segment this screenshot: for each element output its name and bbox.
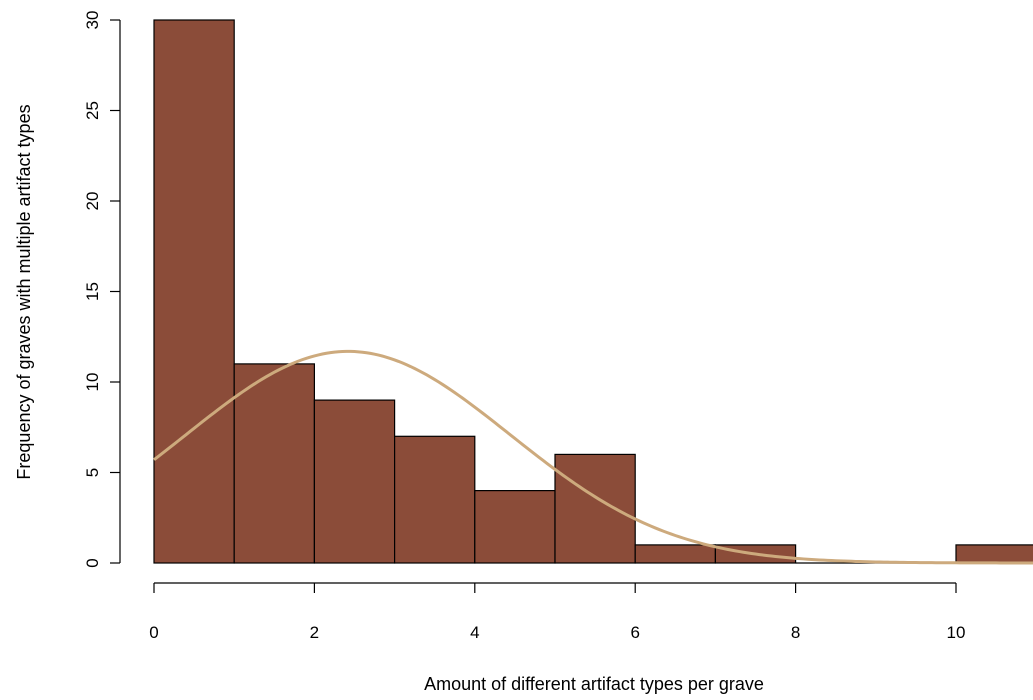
- y-axis-title: Frequency of graves with multiple artifa…: [14, 104, 34, 479]
- bars-group: [153, 19, 1033, 564]
- x-tick-label: 8: [791, 623, 800, 642]
- y-tick-label: 20: [83, 192, 102, 211]
- y-tick-label: 25: [83, 101, 102, 120]
- y-tick-label: 15: [83, 282, 102, 301]
- x-tick-label: 6: [630, 623, 639, 642]
- x-axis-title: Amount of different artifact types per g…: [424, 674, 764, 694]
- y-tick-label: 10: [83, 373, 102, 392]
- x-tick-label: 0: [149, 623, 158, 642]
- histogram-bar: [153, 19, 235, 564]
- x-tick-label: 4: [470, 623, 479, 642]
- y-axis: 0 5 10 15 20 25 30: [83, 11, 121, 568]
- histogram-bar: [955, 544, 1033, 564]
- histogram-bar: [394, 435, 476, 564]
- histogram-bar: [554, 453, 636, 564]
- density-curve: [153, 349, 1033, 565]
- histogram-bar: [313, 399, 396, 564]
- histogram-bar: [233, 363, 315, 564]
- x-axis: 0 2 4 6 8 10: [149, 582, 966, 642]
- histogram-bar: [634, 544, 717, 564]
- y-tick-label: 0: [83, 558, 102, 567]
- y-tick-label: 5: [83, 468, 102, 477]
- x-tick-label: 10: [947, 623, 966, 642]
- y-tick-label: 30: [83, 11, 102, 30]
- histogram-bar: [474, 490, 556, 564]
- x-tick-label: 2: [310, 623, 319, 642]
